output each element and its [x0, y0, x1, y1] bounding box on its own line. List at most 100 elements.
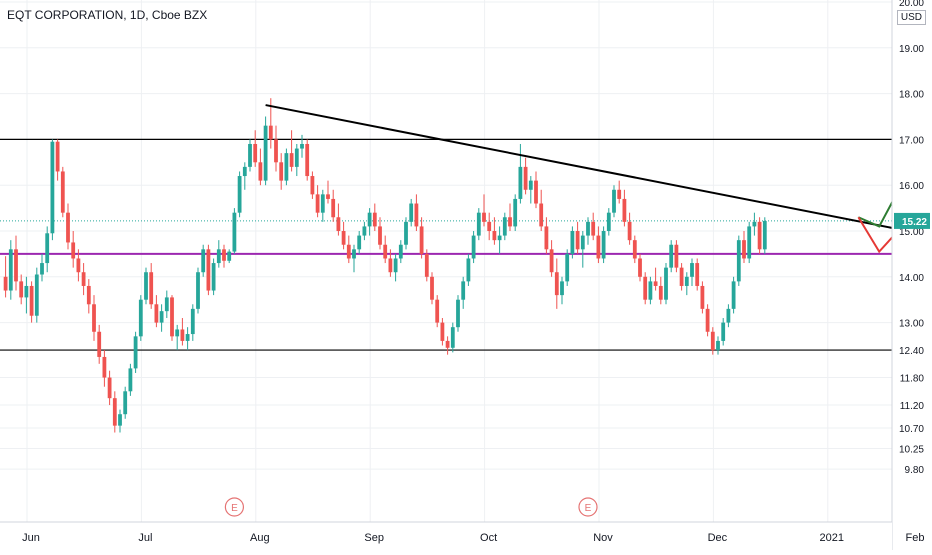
candle-body — [549, 249, 554, 273]
candle-body — [326, 194, 330, 199]
candle-body — [695, 263, 700, 286]
candle-body — [346, 244, 351, 259]
candle-body — [14, 249, 18, 282]
candle-body — [216, 249, 221, 264]
candle-body — [487, 221, 492, 231]
candle-body — [279, 162, 284, 181]
candle-body — [253, 143, 258, 163]
candle-body — [534, 180, 538, 204]
candle-body — [575, 231, 580, 250]
candle-body — [367, 212, 372, 227]
candle-body — [648, 281, 653, 300]
earnings-marker[interactable] — [224, 497, 244, 517]
candle-body — [76, 258, 81, 273]
candle-body — [456, 299, 460, 328]
candle-body — [159, 311, 164, 323]
candle-body — [419, 226, 424, 254]
candle-body — [232, 212, 237, 252]
candle-body — [237, 176, 242, 213]
candle-body — [3, 276, 8, 291]
time-axis[interactable]: Jun Jul Aug Sep Oct Nov Dec 2021 Feb — [0, 521, 925, 550]
candle-body — [632, 240, 637, 259]
candle-body — [710, 331, 715, 351]
price-tick-label: 12.40 — [899, 346, 924, 357]
time-tick-label: Oct — [480, 532, 497, 544]
candle-body — [705, 308, 710, 332]
price-tick-label: 9.80 — [905, 465, 925, 476]
candle-body — [539, 203, 544, 227]
candle-body — [294, 148, 299, 167]
time-tick-label: Feb — [906, 532, 925, 544]
candle-body — [398, 244, 403, 259]
candle-body — [40, 263, 44, 275]
candle-body — [180, 329, 185, 341]
grid — [0, 0, 912, 522]
candle-body — [471, 235, 476, 259]
candle-body — [508, 217, 512, 227]
candle-body — [653, 281, 658, 286]
price-tick-label: 19.00 — [899, 44, 924, 55]
candles — [3, 98, 767, 433]
candle-body — [81, 272, 86, 286]
candle-body — [372, 212, 377, 227]
candle-body — [664, 267, 668, 300]
candle-body — [721, 322, 726, 341]
candle-body — [669, 244, 674, 268]
candle-body — [658, 285, 663, 300]
earnings-marker[interactable] — [578, 497, 598, 517]
candle-body — [55, 141, 60, 172]
candle-body — [404, 221, 408, 245]
candle-body — [284, 153, 289, 181]
candle-body — [700, 285, 705, 309]
price-tick-label: 11.20 — [900, 401, 925, 412]
time-axis-bg — [0, 522, 892, 550]
candle-body — [8, 249, 13, 291]
time-tick-label: Nov — [593, 532, 613, 544]
candle-body — [757, 221, 762, 250]
candle-body — [331, 198, 336, 218]
candle-body — [320, 194, 325, 213]
candle-body — [201, 249, 206, 273]
candle-body — [149, 272, 154, 305]
candle-body — [71, 242, 76, 259]
candle-body — [430, 276, 434, 300]
time-tick-label: Jul — [138, 532, 152, 544]
time-tick-label: Jun — [22, 532, 40, 544]
candle-body — [601, 231, 606, 259]
candle-body — [29, 285, 34, 316]
time-tick-label: Dec — [708, 532, 728, 544]
candle-body — [424, 253, 429, 277]
candle-body — [560, 281, 564, 296]
candle-body — [211, 263, 216, 291]
candle-body — [638, 258, 642, 277]
candle-body — [752, 221, 757, 227]
candle-body — [248, 143, 252, 167]
candle-body — [476, 212, 481, 236]
price-tick-label: 15.00 — [899, 227, 924, 238]
candle-body — [362, 226, 367, 236]
candle-body — [528, 180, 533, 190]
earnings-markers[interactable]: EEE — [224, 497, 932, 517]
candle-body — [315, 194, 320, 213]
candle-body — [414, 203, 419, 227]
candle-body — [92, 304, 96, 332]
candle-body — [138, 299, 143, 337]
time-tick-label: Sep — [364, 532, 384, 544]
candle-body — [196, 272, 200, 309]
candle-body — [518, 166, 523, 199]
candle-body — [274, 139, 278, 163]
price-tick-label: 17.00 — [899, 135, 924, 146]
candle-body — [383, 244, 388, 259]
candle-body — [731, 281, 736, 309]
candle-body — [606, 212, 611, 231]
candle-body — [118, 414, 122, 426]
price-tick-label: 16.00 — [899, 181, 924, 192]
candle-body — [388, 258, 393, 273]
earnings-marker-label: E — [585, 503, 592, 514]
candle-body — [440, 322, 445, 341]
candle-body — [513, 198, 518, 227]
candle-body — [684, 276, 689, 286]
price-axis[interactable]: 20.00 19.00 18.00 17.00 16.00 15.00 14.00 13.00… — [891, 0, 932, 550]
